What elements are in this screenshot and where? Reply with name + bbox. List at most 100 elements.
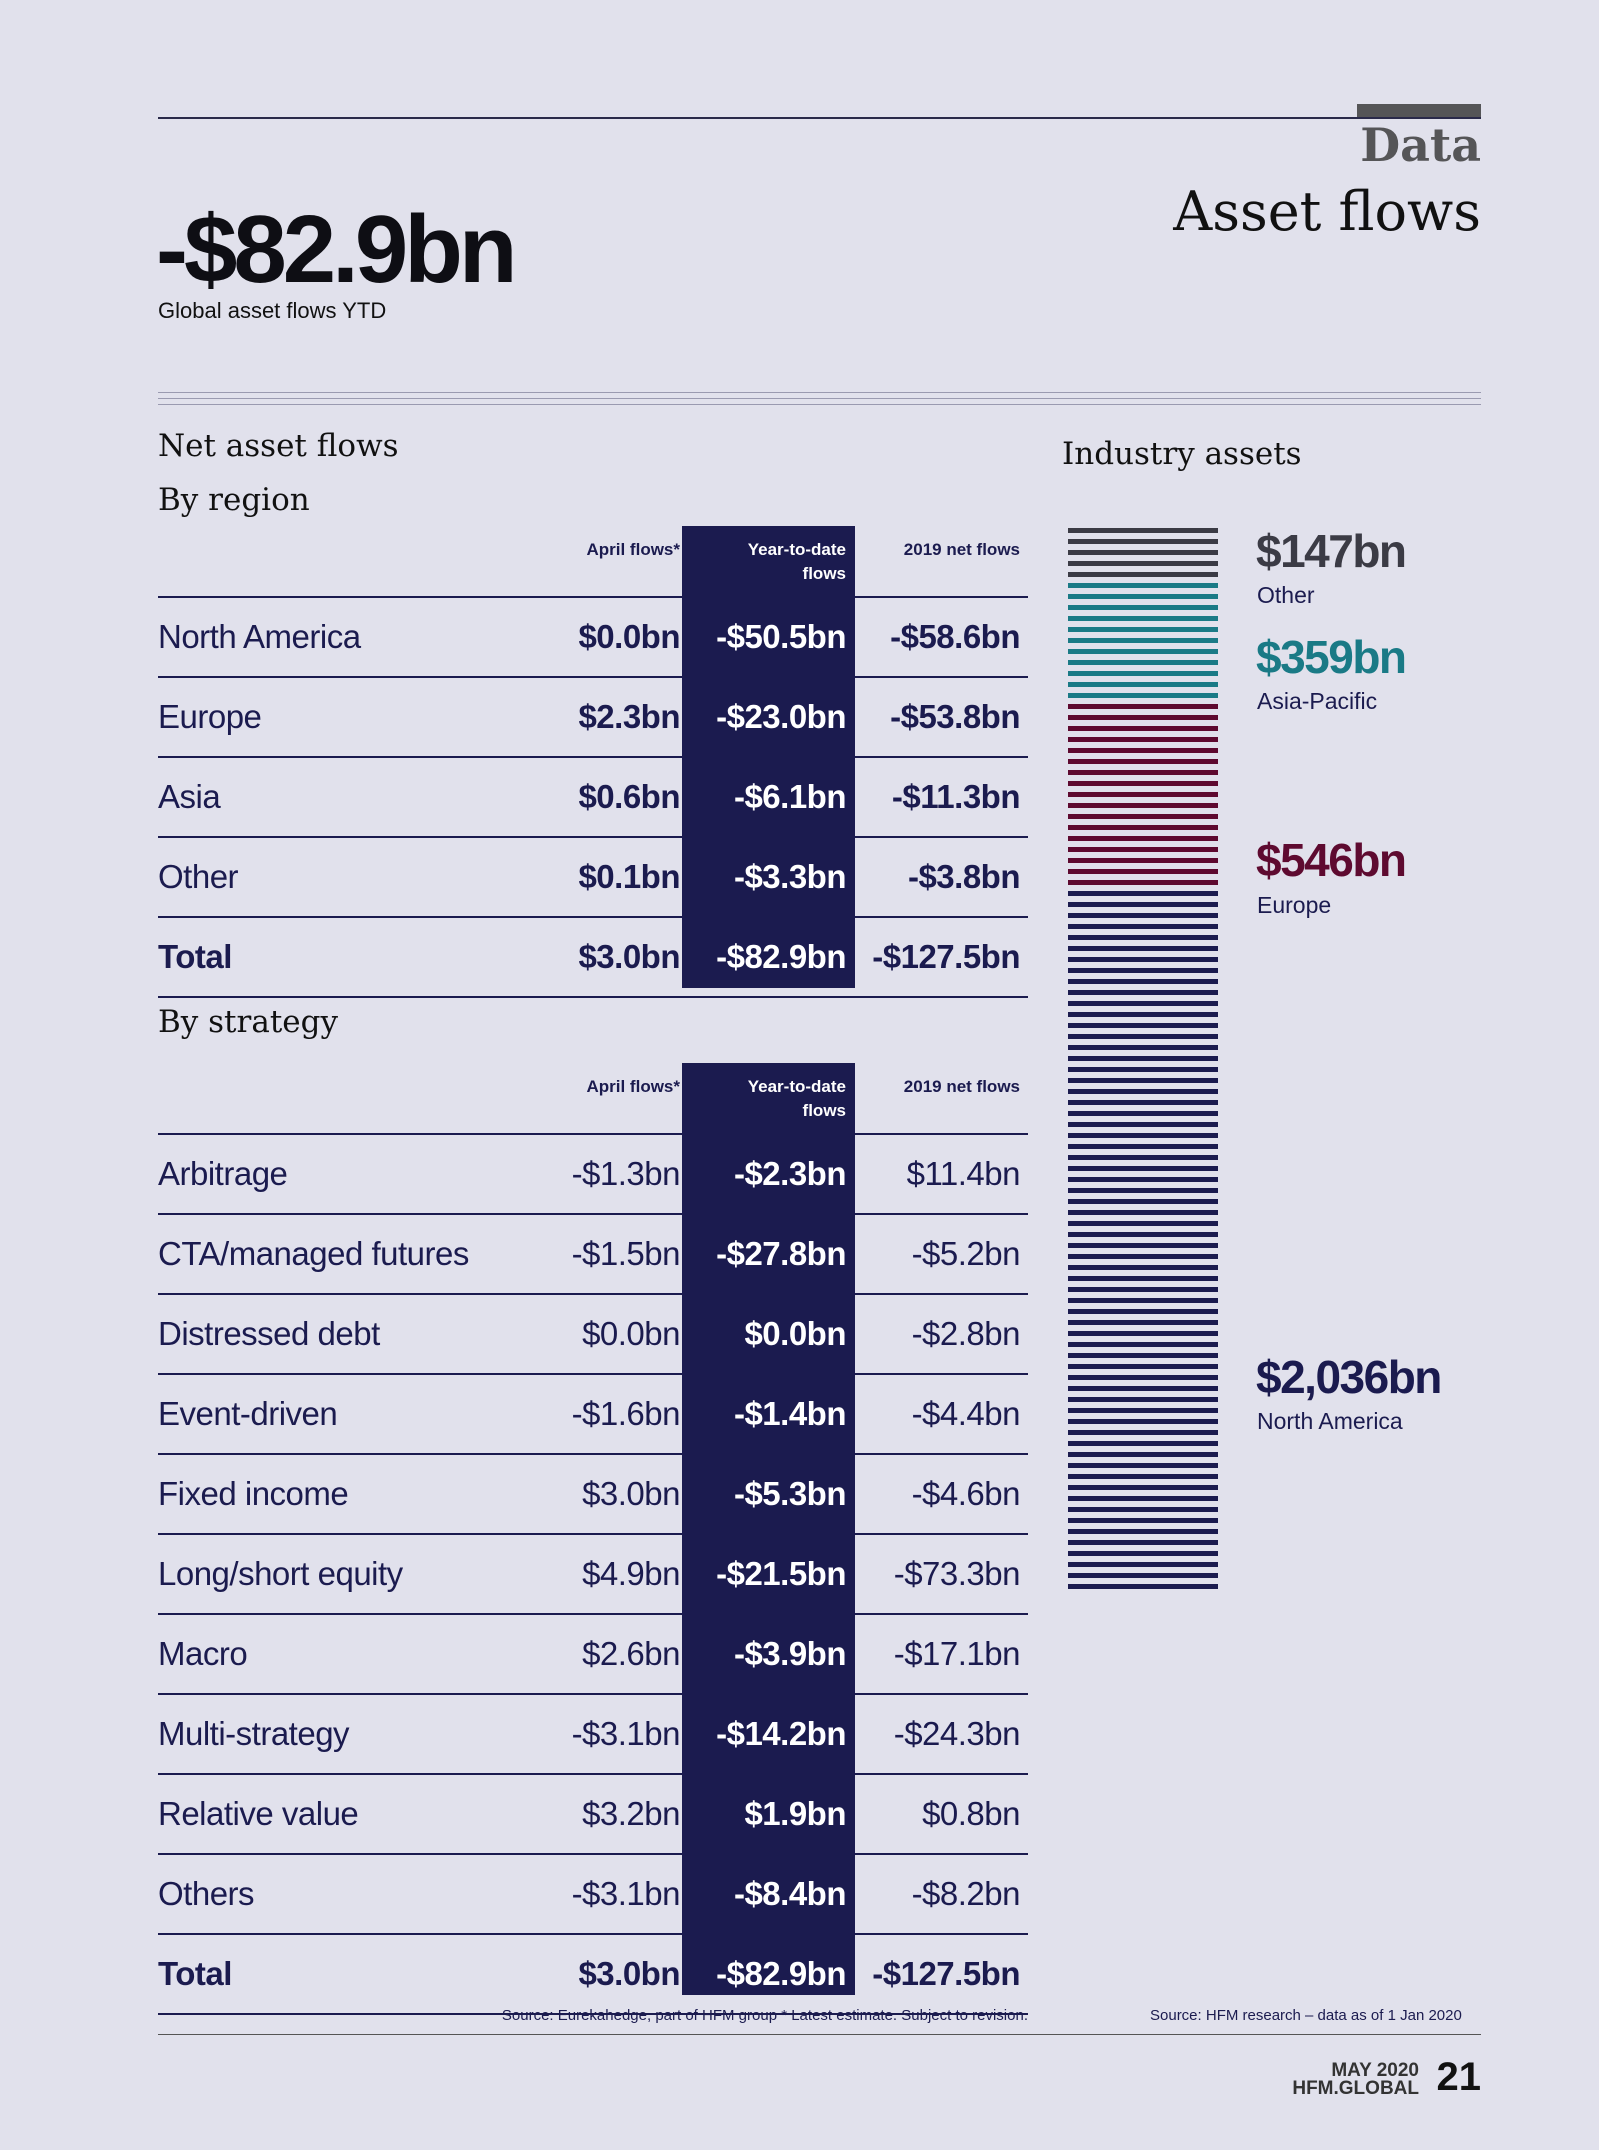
ytd-value: -$3.3bn <box>733 858 847 895</box>
footer-date: MAY 2020 <box>1331 2060 1419 2081</box>
bar-stripe-north-america <box>1068 1518 1218 1523</box>
asset-label-europe: Europe <box>1257 892 1332 918</box>
bar-stripe-north-america <box>1068 924 1218 929</box>
april-value: $4.9bn <box>582 1555 680 1592</box>
bar-stripe-north-america <box>1068 1496 1218 1501</box>
bar-stripe-north-america <box>1068 902 1218 907</box>
bar-stripe-europe <box>1068 737 1218 742</box>
headline-value: -$82.9bn <box>156 196 517 303</box>
asset-label-other: Other <box>1257 582 1315 608</box>
ytd-value: -$82.9bn <box>716 938 846 975</box>
table-row: Fixed income $3.0bn -$5.3bn -$4.6bn <box>158 1453 1028 1533</box>
row-label: Total <box>158 1955 232 1992</box>
ytd-value: -$27.8bn <box>716 1235 846 1272</box>
row-label: CTA/managed futures <box>158 1235 469 1272</box>
total-row: Total $3.0bn -$82.9bn -$127.5bn <box>158 916 1028 996</box>
bar-stripe-europe <box>1068 715 1218 720</box>
bar-stripe-north-america <box>1068 1122 1218 1127</box>
bar-stripe-north-america <box>1068 1056 1218 1061</box>
bar-stripe-north-america <box>1068 1485 1218 1490</box>
bar-stripe-north-america <box>1068 1573 1218 1578</box>
row-label: Long/short equity <box>158 1555 403 1592</box>
by-region-title: By region <box>158 482 310 518</box>
net2019-value: -$4.4bn <box>911 1395 1021 1432</box>
table-row: Arbitrage -$1.3bn -$2.3bn $11.4bn <box>158 1133 1028 1213</box>
asset-value-asia-pacific: $359bn <box>1256 631 1407 683</box>
row-label: Distressed debt <box>158 1315 380 1352</box>
col-ytd-header: Year-to-date flows <box>747 1077 846 1120</box>
table-bottom-rule <box>158 996 1028 998</box>
ytd-value: -$3.9bn <box>733 1635 847 1672</box>
table-row: Asia $0.6bn -$6.1bn -$11.3bn <box>158 756 1028 836</box>
ytd-value: -$23.0bn <box>716 698 846 735</box>
bar-stripe-north-america <box>1068 1111 1218 1116</box>
bar-stripe-north-america <box>1068 957 1218 962</box>
bar-stripe-north-america <box>1068 1584 1218 1589</box>
bar-stripe-north-america <box>1068 1034 1218 1039</box>
industry-assets-bar <box>1068 528 1218 1595</box>
table-row: Macro $2.6bn -$3.9bn -$17.1bn <box>158 1613 1028 1693</box>
april-value: -$1.6bn <box>571 1395 681 1432</box>
bar-stripe-north-america <box>1068 1507 1218 1512</box>
bar-stripe-north-america <box>1068 1397 1218 1402</box>
bar-stripe-other <box>1068 561 1218 566</box>
ytd-value: $1.9bn <box>744 1795 846 1832</box>
bar-stripe-asia-pacific <box>1068 605 1218 610</box>
bar-stripe-north-america <box>1068 1232 1218 1237</box>
bar-stripe-north-america <box>1068 1430 1218 1435</box>
bar-stripe-north-america <box>1068 990 1218 995</box>
bar-stripe-north-america <box>1068 1188 1218 1193</box>
table-row: Long/short equity $4.9bn -$21.5bn -$73.3bn <box>158 1533 1028 1613</box>
col-ytd-header: Year-to-date flows <box>747 540 846 583</box>
bar-stripe-other <box>1068 550 1218 555</box>
bar-stripe-north-america <box>1068 1474 1218 1479</box>
asset-value-other: $147bn <box>1256 525 1407 577</box>
divider <box>158 392 1481 393</box>
asset-label-asia-pacific: Asia-Pacific <box>1257 688 1378 714</box>
table-row: CTA/managed futures -$1.5bn -$27.8bn -$5.2b… <box>158 1213 1028 1293</box>
bar-stripe-north-america <box>1068 1243 1218 1248</box>
bar-stripe-europe <box>1068 748 1218 753</box>
ytd-highlight-column <box>682 1063 855 1995</box>
table-row: Others -$3.1bn -$8.4bn -$8.2bn <box>158 1853 1028 1933</box>
net2019-value: -$11.3bn <box>891 778 1021 815</box>
bar-stripe-north-america <box>1068 1441 1218 1446</box>
ytd-value: -$21.5bn <box>716 1555 846 1592</box>
ytd-value: -$5.3bn <box>733 1475 847 1512</box>
bar-stripe-north-america <box>1068 1320 1218 1325</box>
bar-stripe-europe <box>1068 814 1218 819</box>
bar-stripe-europe <box>1068 792 1218 797</box>
bar-stripe-north-america <box>1068 935 1218 940</box>
bar-stripe-asia-pacific <box>1068 627 1218 632</box>
table-row: Distressed debt $0.0bn $0.0bn -$2.8bn <box>158 1293 1028 1373</box>
table-row: Other $0.1bn -$3.3bn -$3.8bn <box>158 836 1028 916</box>
bar-stripe-north-america <box>1068 1078 1218 1083</box>
bar-stripe-north-america <box>1068 1100 1218 1105</box>
bar-stripe-north-america <box>1068 1023 1218 1028</box>
row-label: North America <box>158 618 361 655</box>
table-header: April flows* Year-to-date flows 2019 net… <box>158 1063 1028 1133</box>
bar-stripe-north-america <box>1068 1309 1218 1314</box>
net2019-value: -$127.5bn <box>872 938 1020 975</box>
bar-stripe-north-america <box>1068 1254 1218 1259</box>
ytd-value: -$6.1bn <box>733 778 847 815</box>
header-rule <box>158 117 1481 119</box>
bar-stripe-north-america <box>1068 891 1218 896</box>
bar-stripe-europe <box>1068 836 1218 841</box>
section-kicker: Data <box>1360 118 1481 172</box>
industry-source-note: Source: HFM research – data as of 1 Jan … <box>1150 2007 1462 2024</box>
bar-stripe-north-america <box>1068 1353 1218 1358</box>
table-bottom-rule <box>158 2013 1028 2015</box>
bar-stripe-asia-pacific <box>1068 594 1218 599</box>
row-label: Multi-strategy <box>158 1715 350 1752</box>
net2019-value: -$58.6bn <box>890 618 1020 655</box>
row-label: Europe <box>158 698 262 735</box>
bar-stripe-asia-pacific <box>1068 671 1218 676</box>
april-value: $0.1bn <box>578 858 680 895</box>
bar-stripe-asia-pacific <box>1068 649 1218 654</box>
net2019-value: -$127.5bn <box>872 1955 1020 1992</box>
footer-issue: MAY 2020 HFM.GLOBAL <box>1292 2060 1419 2098</box>
bar-stripe-north-america <box>1068 1210 1218 1215</box>
bar-stripe-asia-pacific <box>1068 638 1218 643</box>
net-flows-title: Net asset flows <box>158 428 399 464</box>
